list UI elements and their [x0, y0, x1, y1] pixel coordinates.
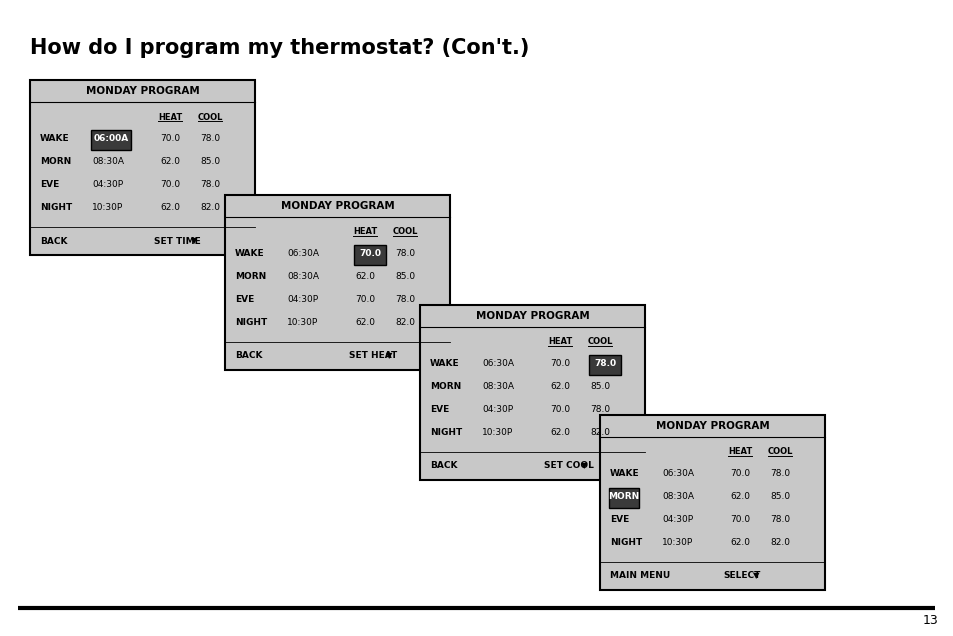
Text: COOL: COOL — [392, 228, 417, 237]
Text: 62.0: 62.0 — [160, 157, 180, 166]
Text: MONDAY PROGRAM: MONDAY PROGRAM — [86, 86, 199, 96]
Text: 06:00A: 06:00A — [93, 134, 129, 143]
Text: 04:30P: 04:30P — [661, 515, 693, 524]
Text: MONDAY PROGRAM: MONDAY PROGRAM — [476, 311, 589, 321]
Text: SELECT: SELECT — [723, 572, 760, 581]
Text: 08:30A: 08:30A — [481, 382, 514, 391]
Text: 62.0: 62.0 — [355, 272, 375, 281]
Text: NIGHT: NIGHT — [430, 428, 462, 437]
Text: 04:30P: 04:30P — [287, 295, 317, 304]
Text: 82.0: 82.0 — [769, 538, 789, 547]
Text: WAKE: WAKE — [609, 469, 639, 478]
Text: BACK: BACK — [430, 462, 457, 471]
Text: ▼: ▼ — [752, 572, 759, 581]
Bar — [608, 488, 639, 508]
Text: 70.0: 70.0 — [550, 359, 570, 368]
Text: 70.0: 70.0 — [358, 249, 380, 258]
Text: 04:30P: 04:30P — [91, 180, 123, 189]
Text: HEAT: HEAT — [547, 338, 572, 347]
Text: 70.0: 70.0 — [355, 295, 375, 304]
Text: SET TIME: SET TIME — [153, 237, 200, 245]
Text: 62.0: 62.0 — [160, 203, 180, 212]
Text: MORN: MORN — [234, 272, 266, 281]
Text: NIGHT: NIGHT — [234, 318, 267, 327]
Text: 10:30P: 10:30P — [287, 318, 318, 327]
Text: 06:30A: 06:30A — [481, 359, 514, 368]
Text: EVE: EVE — [609, 515, 629, 524]
Text: COOL: COOL — [766, 448, 792, 457]
Text: 62.0: 62.0 — [355, 318, 375, 327]
Text: MAIN MENU: MAIN MENU — [609, 572, 670, 581]
Text: EVE: EVE — [40, 180, 59, 189]
Text: HEAT: HEAT — [727, 448, 751, 457]
Text: 78.0: 78.0 — [200, 134, 220, 143]
Text: 70.0: 70.0 — [160, 180, 180, 189]
Text: HEAT: HEAT — [353, 228, 376, 237]
Text: BACK: BACK — [40, 237, 68, 245]
Text: EVE: EVE — [430, 405, 449, 414]
Text: MONDAY PROGRAM: MONDAY PROGRAM — [655, 421, 768, 431]
Text: 82.0: 82.0 — [395, 318, 415, 327]
Text: 13: 13 — [922, 614, 937, 626]
Text: 10:30P: 10:30P — [481, 428, 513, 437]
Text: 85.0: 85.0 — [769, 492, 789, 501]
Text: COOL: COOL — [587, 338, 612, 347]
Text: 06:30A: 06:30A — [661, 469, 693, 478]
Text: HEAT: HEAT — [157, 113, 182, 121]
Text: WAKE: WAKE — [430, 359, 459, 368]
Text: 85.0: 85.0 — [589, 382, 610, 391]
Text: 78.0: 78.0 — [769, 469, 789, 478]
Text: BACK: BACK — [234, 352, 262, 361]
Bar — [588, 355, 620, 375]
Text: 04:30P: 04:30P — [481, 405, 513, 414]
Text: MONDAY PROGRAM: MONDAY PROGRAM — [280, 201, 394, 211]
Text: ▼: ▼ — [386, 352, 393, 361]
Text: 78.0: 78.0 — [395, 249, 415, 258]
Text: 78.0: 78.0 — [589, 405, 610, 414]
Text: COOL: COOL — [197, 113, 222, 121]
Text: 85.0: 85.0 — [395, 272, 415, 281]
Text: MORN: MORN — [430, 382, 460, 391]
Bar — [599, 415, 824, 590]
Text: 78.0: 78.0 — [769, 515, 789, 524]
Text: MORN: MORN — [608, 492, 639, 501]
Bar — [91, 130, 131, 150]
Text: 62.0: 62.0 — [550, 382, 569, 391]
Text: 62.0: 62.0 — [729, 538, 749, 547]
Text: 85.0: 85.0 — [200, 157, 220, 166]
Bar — [419, 305, 644, 480]
Text: 62.0: 62.0 — [550, 428, 569, 437]
Text: EVE: EVE — [234, 295, 254, 304]
Bar — [354, 245, 386, 265]
Text: ▼: ▼ — [192, 237, 197, 245]
Text: NIGHT: NIGHT — [40, 203, 72, 212]
Text: NIGHT: NIGHT — [609, 538, 641, 547]
Bar — [30, 80, 254, 255]
Text: WAKE: WAKE — [40, 134, 70, 143]
Text: ▼: ▼ — [580, 462, 587, 471]
Text: 78.0: 78.0 — [200, 180, 220, 189]
Text: MORN: MORN — [40, 157, 71, 166]
Text: 08:30A: 08:30A — [91, 157, 124, 166]
Text: 70.0: 70.0 — [729, 515, 749, 524]
Text: 82.0: 82.0 — [200, 203, 220, 212]
Text: WAKE: WAKE — [234, 249, 264, 258]
Text: 70.0: 70.0 — [729, 469, 749, 478]
Text: 70.0: 70.0 — [550, 405, 570, 414]
Text: 08:30A: 08:30A — [287, 272, 318, 281]
Text: 06:30A: 06:30A — [287, 249, 318, 258]
Text: 10:30P: 10:30P — [661, 538, 693, 547]
Text: SET HEAT: SET HEAT — [349, 352, 396, 361]
Text: 10:30P: 10:30P — [91, 203, 123, 212]
Text: 70.0: 70.0 — [160, 134, 180, 143]
Text: SET COOL: SET COOL — [543, 462, 593, 471]
Text: 78.0: 78.0 — [594, 359, 616, 368]
Text: 78.0: 78.0 — [395, 295, 415, 304]
Text: 62.0: 62.0 — [729, 492, 749, 501]
Text: How do I program my thermostat? (Con't.): How do I program my thermostat? (Con't.) — [30, 38, 529, 58]
Bar — [225, 195, 450, 370]
Text: 82.0: 82.0 — [589, 428, 609, 437]
Text: 08:30A: 08:30A — [661, 492, 693, 501]
